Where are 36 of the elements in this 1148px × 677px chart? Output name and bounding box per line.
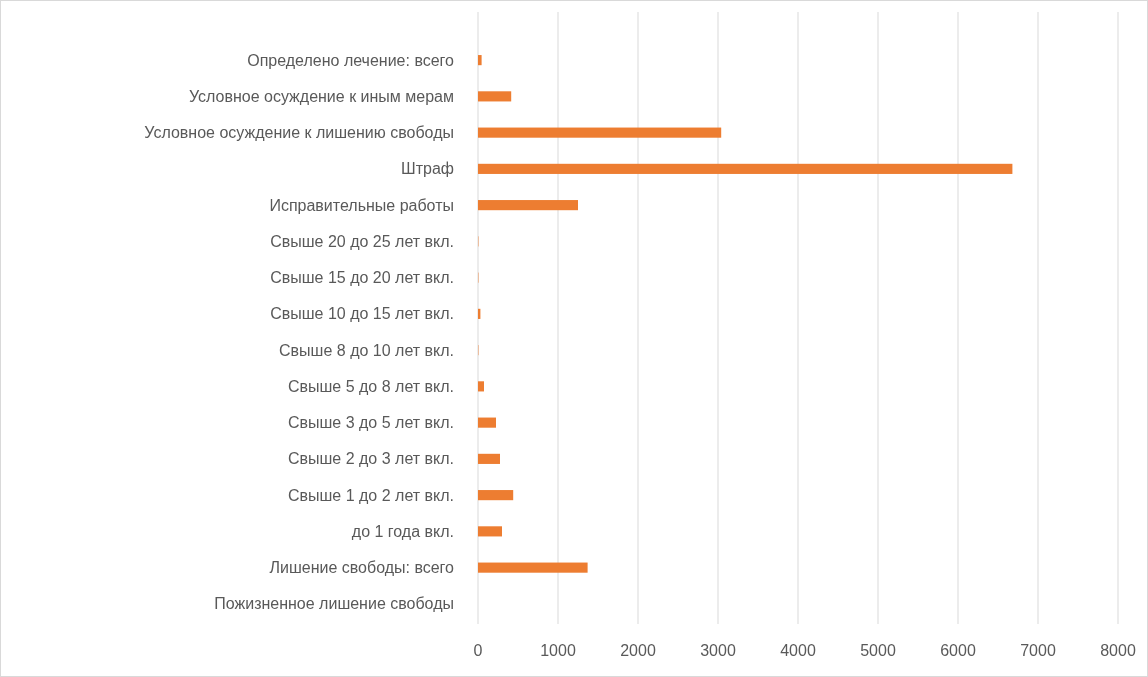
bar <box>478 490 514 501</box>
bar <box>478 163 1013 174</box>
x-tick-label: 7000 <box>1020 642 1056 659</box>
y-tick-label: Условное осуждение к лишению свободы <box>144 124 454 142</box>
x-tick-label: 4000 <box>780 642 816 659</box>
y-tick-label: Свыше 15 до 20 лет вкл. <box>270 269 454 287</box>
bar <box>478 200 578 211</box>
x-tick-label: 2000 <box>620 642 656 659</box>
y-tick-label: Свыше 1 до 2 лет вкл. <box>287 486 454 504</box>
bar <box>478 526 502 537</box>
y-tick-label: Исправительные работы <box>269 196 454 214</box>
bar <box>478 562 588 573</box>
bar <box>478 381 484 392</box>
y-tick-label: Определено лечение: всего <box>247 51 455 69</box>
bar <box>478 55 482 66</box>
y-tick-label: Свыше 10 до 15 лет вкл. <box>270 305 454 323</box>
y-tick-label: Штраф <box>401 160 454 178</box>
bar <box>478 453 500 464</box>
bar <box>478 417 496 428</box>
x-tick-label: 6000 <box>940 642 976 659</box>
y-tick-label: Свыше 2 до 3 лет вкл. <box>287 450 454 468</box>
y-tick-label: Пожизненное лишение свободы <box>214 595 454 613</box>
y-tick-label: Свыше 20 до 25 лет вкл. <box>270 232 454 250</box>
y-tick-label: Свыше 5 до 8 лет вкл. <box>287 377 454 395</box>
y-tick-label: Лишение свободы: всего <box>269 559 455 577</box>
bar <box>478 91 512 102</box>
y-tick-label: Свыше 3 до 5 лет вкл. <box>287 414 454 432</box>
y-tick-label: до 1 года вкл. <box>351 522 454 540</box>
x-tick-label: 8000 <box>1100 642 1136 659</box>
x-tick-label: 5000 <box>860 642 896 659</box>
x-tick-label: 0 <box>473 642 483 659</box>
y-tick-label: Свыше 8 до 10 лет вкл. <box>279 341 454 359</box>
y-tick-label: Условное осуждение к иным мерам <box>188 87 454 105</box>
x-tick-label: 3000 <box>700 642 736 659</box>
x-tick-label: 1000 <box>540 642 576 659</box>
bar <box>478 127 722 138</box>
